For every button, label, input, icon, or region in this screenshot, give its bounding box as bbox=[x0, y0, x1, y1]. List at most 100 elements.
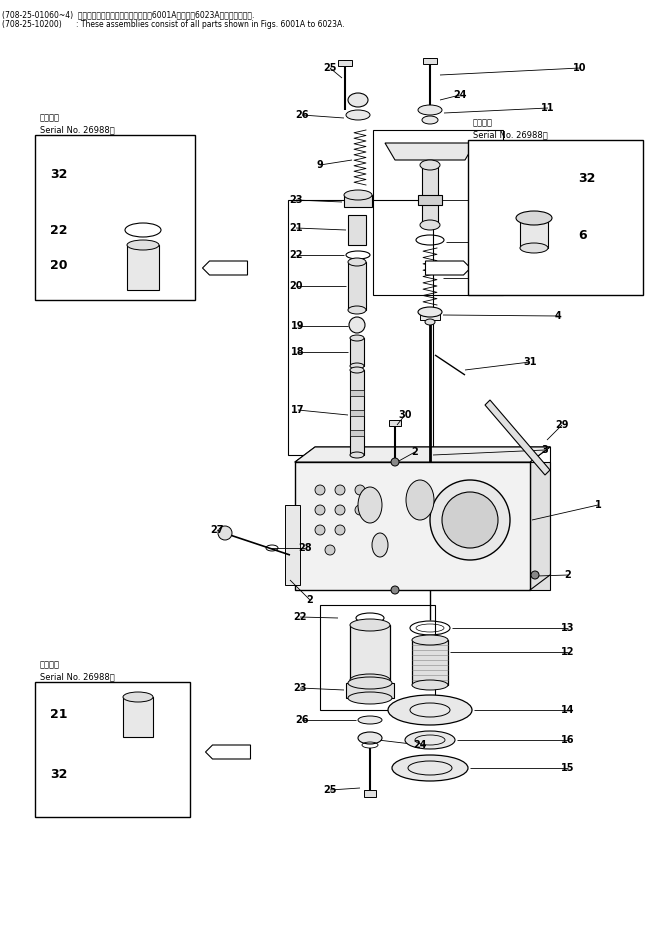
Text: 26: 26 bbox=[295, 715, 309, 725]
Ellipse shape bbox=[350, 335, 364, 341]
Text: 21: 21 bbox=[50, 708, 68, 721]
Circle shape bbox=[391, 458, 399, 466]
Bar bbox=[389, 420, 401, 426]
Polygon shape bbox=[485, 400, 550, 475]
Circle shape bbox=[315, 525, 325, 535]
Circle shape bbox=[218, 526, 232, 540]
Ellipse shape bbox=[425, 319, 435, 325]
Text: (708-25-10200)      : These assemblies consist of all parts shown in Figs. 6001A: (708-25-10200) : These assemblies consis… bbox=[2, 20, 344, 29]
Ellipse shape bbox=[388, 695, 472, 725]
Text: 2: 2 bbox=[565, 570, 571, 580]
Bar bbox=[373, 130, 503, 295]
Bar bbox=[350, 430, 364, 436]
Bar bbox=[420, 312, 440, 320]
Ellipse shape bbox=[412, 635, 448, 645]
Ellipse shape bbox=[420, 160, 440, 170]
Circle shape bbox=[325, 545, 335, 555]
Bar bbox=[288, 200, 433, 455]
Bar bbox=[412, 640, 448, 685]
Text: 22: 22 bbox=[289, 250, 303, 260]
Text: 19: 19 bbox=[291, 321, 304, 331]
Text: 20: 20 bbox=[289, 281, 303, 291]
Bar bbox=[418, 195, 442, 205]
Ellipse shape bbox=[358, 732, 382, 744]
Text: 30: 30 bbox=[398, 410, 412, 420]
Bar bbox=[350, 390, 364, 396]
Text: 4: 4 bbox=[555, 311, 561, 321]
Text: 22: 22 bbox=[50, 223, 68, 236]
Ellipse shape bbox=[350, 674, 390, 686]
Text: 8: 8 bbox=[552, 150, 558, 160]
Bar bbox=[338, 60, 352, 66]
Text: (708-25-01060~4)  これらのアセンブリの構成部品は第6001A図から第6023A図まで含みます.: (708-25-01060~4) これらのアセンブリの構成部品は第6001A図か… bbox=[2, 10, 254, 19]
Text: 23: 23 bbox=[289, 195, 303, 205]
Polygon shape bbox=[203, 261, 248, 275]
Ellipse shape bbox=[516, 211, 552, 225]
Bar bbox=[295, 462, 530, 590]
Bar bbox=[127, 245, 159, 290]
Ellipse shape bbox=[348, 258, 366, 266]
Text: 10: 10 bbox=[573, 63, 587, 73]
Circle shape bbox=[391, 586, 399, 594]
Text: 32: 32 bbox=[50, 767, 67, 780]
Bar bbox=[350, 370, 364, 455]
Bar bbox=[348, 262, 366, 310]
Circle shape bbox=[355, 485, 365, 495]
Text: 25: 25 bbox=[323, 785, 336, 795]
Circle shape bbox=[335, 485, 345, 495]
Text: 29: 29 bbox=[556, 420, 569, 430]
Text: 26: 26 bbox=[295, 110, 309, 120]
Ellipse shape bbox=[418, 105, 442, 115]
Text: Serial No. 26988〜: Serial No. 26988〜 bbox=[40, 125, 115, 134]
Polygon shape bbox=[385, 143, 475, 160]
Bar bbox=[35, 682, 190, 817]
Text: 12: 12 bbox=[561, 647, 575, 657]
Bar bbox=[530, 462, 550, 590]
Bar bbox=[123, 697, 153, 737]
Ellipse shape bbox=[392, 755, 468, 781]
Circle shape bbox=[349, 317, 365, 333]
Ellipse shape bbox=[358, 716, 382, 724]
Bar bbox=[35, 135, 195, 300]
Ellipse shape bbox=[422, 116, 438, 124]
Text: 18: 18 bbox=[291, 347, 305, 357]
Bar bbox=[348, 215, 366, 245]
Bar bbox=[468, 140, 643, 295]
Bar bbox=[422, 165, 438, 225]
Text: 適用号機: 適用号機 bbox=[40, 660, 60, 669]
Text: 20: 20 bbox=[50, 258, 68, 272]
Text: 15: 15 bbox=[561, 763, 575, 773]
Circle shape bbox=[315, 505, 325, 515]
Ellipse shape bbox=[412, 680, 448, 690]
Polygon shape bbox=[205, 745, 250, 759]
Text: 28: 28 bbox=[298, 543, 312, 553]
Text: 16: 16 bbox=[561, 735, 575, 745]
Text: 24: 24 bbox=[453, 90, 467, 100]
Bar bbox=[520, 218, 548, 248]
Text: 2: 2 bbox=[306, 595, 314, 605]
Circle shape bbox=[355, 505, 365, 515]
Ellipse shape bbox=[405, 731, 455, 749]
Text: Serial No. 26988〜: Serial No. 26988〜 bbox=[473, 130, 548, 139]
Ellipse shape bbox=[420, 220, 440, 230]
Text: 27: 27 bbox=[210, 525, 224, 535]
Polygon shape bbox=[426, 261, 471, 275]
Polygon shape bbox=[295, 447, 550, 462]
Text: 25: 25 bbox=[323, 63, 336, 73]
Circle shape bbox=[430, 480, 510, 560]
Text: Serial No. 26988〜: Serial No. 26988〜 bbox=[40, 672, 115, 681]
Bar bbox=[346, 683, 394, 698]
Circle shape bbox=[315, 485, 325, 495]
Bar bbox=[344, 195, 372, 207]
Text: 6: 6 bbox=[557, 195, 563, 205]
Text: 13: 13 bbox=[561, 623, 575, 633]
Text: 5: 5 bbox=[555, 273, 561, 283]
Bar bbox=[364, 790, 376, 797]
Circle shape bbox=[442, 492, 498, 548]
Ellipse shape bbox=[350, 619, 390, 631]
Ellipse shape bbox=[344, 190, 372, 200]
Ellipse shape bbox=[406, 480, 434, 520]
Bar bbox=[320, 605, 435, 710]
Ellipse shape bbox=[418, 307, 442, 317]
Text: 21: 21 bbox=[289, 223, 303, 233]
